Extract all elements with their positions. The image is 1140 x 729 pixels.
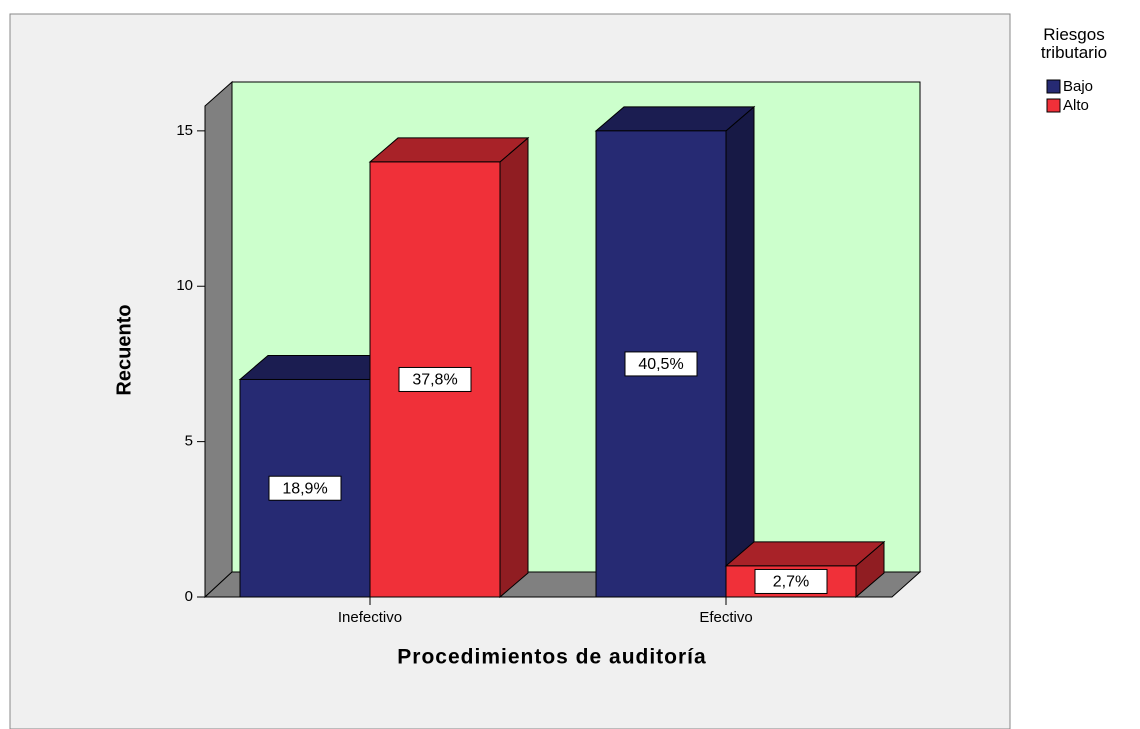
x-tick-label: Inefectivo bbox=[338, 609, 402, 626]
bar-top bbox=[724, 541, 886, 567]
bar-side bbox=[499, 136, 529, 599]
bar-side bbox=[725, 105, 755, 599]
data-label-box bbox=[398, 366, 472, 392]
data-label: 2,7% bbox=[773, 574, 809, 591]
y-tick-label: 0 bbox=[185, 588, 193, 605]
data-label-box bbox=[624, 351, 698, 377]
legend-swatch bbox=[1046, 79, 1061, 94]
x-tick-label: Efectivo bbox=[699, 609, 752, 626]
legend-label: Bajo bbox=[1063, 78, 1093, 95]
legend-swatch bbox=[1046, 98, 1061, 113]
bar-top bbox=[368, 137, 530, 163]
data-label: 40,5% bbox=[638, 356, 683, 373]
data-label-box bbox=[268, 475, 342, 501]
y-tick-label: 10 bbox=[176, 277, 193, 294]
x-axis-title: Procedimientos de auditoría bbox=[397, 646, 706, 669]
data-label-box bbox=[754, 568, 828, 594]
y-axis-title: Recuento bbox=[113, 304, 135, 395]
y-tick-label: 15 bbox=[176, 122, 193, 139]
y-tick-label: 5 bbox=[185, 433, 193, 450]
legend-label: Alto bbox=[1063, 97, 1089, 114]
legend-title: Riesgos tributario bbox=[1040, 25, 1108, 62]
side-wall bbox=[204, 80, 233, 599]
bar-top bbox=[594, 106, 756, 132]
data-label: 37,8% bbox=[412, 372, 457, 389]
data-label: 18,9% bbox=[282, 480, 327, 497]
